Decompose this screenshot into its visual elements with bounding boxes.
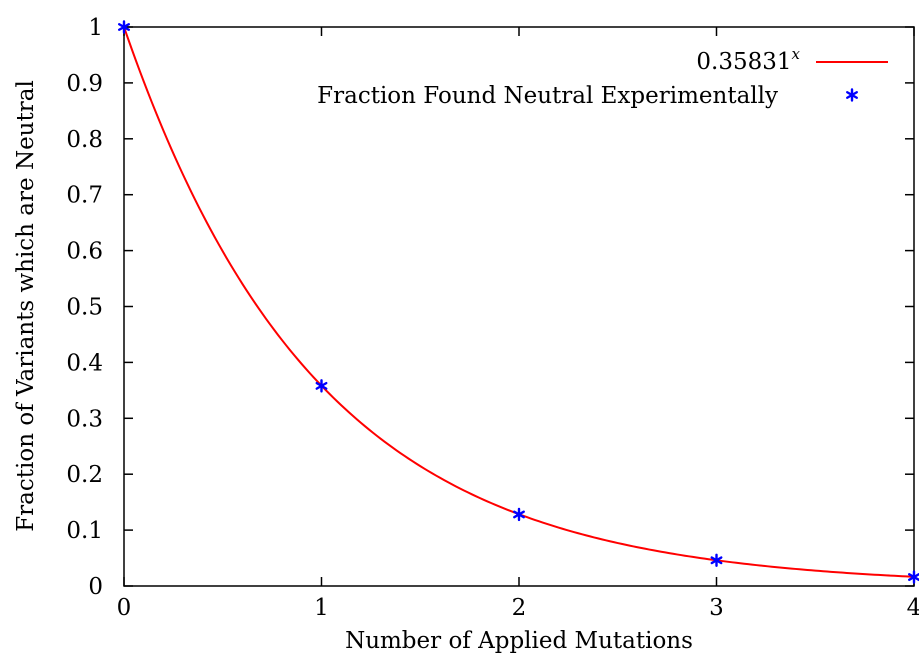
y-tick-label: 0.9 xyxy=(66,71,103,97)
legend: 0.35831x Fraction Found Neutral Experime… xyxy=(317,45,888,109)
legend-entry-points: Fraction Found Neutral Experimentally xyxy=(317,83,778,109)
y-tick-label: 0.5 xyxy=(66,295,103,321)
legend-fit-base: 0.35831 xyxy=(696,49,791,75)
series-line-fit xyxy=(123,26,915,578)
y-tick-label: 0 xyxy=(88,574,103,600)
y-axis-label: Fraction of Variants which are Neutral xyxy=(13,80,39,532)
plot-frame xyxy=(123,26,915,587)
x-tick-label: 2 xyxy=(512,595,527,621)
ticks xyxy=(123,26,915,587)
y-tick-label: 1 xyxy=(88,15,103,41)
legend-fit-exponent: x xyxy=(792,45,801,63)
legend-entry-fit: 0.35831x xyxy=(696,45,800,75)
data-point xyxy=(513,507,525,522)
y-tick-label: 0.1 xyxy=(66,518,103,544)
data-point xyxy=(908,570,919,584)
x-tick-label: 0 xyxy=(117,595,132,621)
x-axis-label: Number of Applied Mutations xyxy=(345,628,693,654)
data-point xyxy=(315,379,328,393)
y-tick-label: 0.3 xyxy=(66,406,103,432)
x-tick-label: 1 xyxy=(314,595,329,621)
y-tick-label: 0.2 xyxy=(66,462,103,488)
data-point xyxy=(118,20,130,34)
x-tick-label: 3 xyxy=(709,595,724,621)
tick-labels: 0 1 2 3 4 0 0.1 0.2 0.3 0.4 0.5 0.6 0.7 0.8 0.9 1 xyxy=(66,15,919,621)
legend-star xyxy=(846,88,858,102)
y-tick-label: 0.7 xyxy=(66,183,103,209)
y-tick-label: 0.6 xyxy=(66,239,103,265)
data-point xyxy=(710,553,723,567)
y-tick-label: 0.4 xyxy=(66,350,103,376)
x-tick-label: 4 xyxy=(907,595,919,621)
legend-star-marker xyxy=(846,88,858,102)
y-tick-label: 0.8 xyxy=(66,127,103,153)
series-points xyxy=(118,20,919,584)
